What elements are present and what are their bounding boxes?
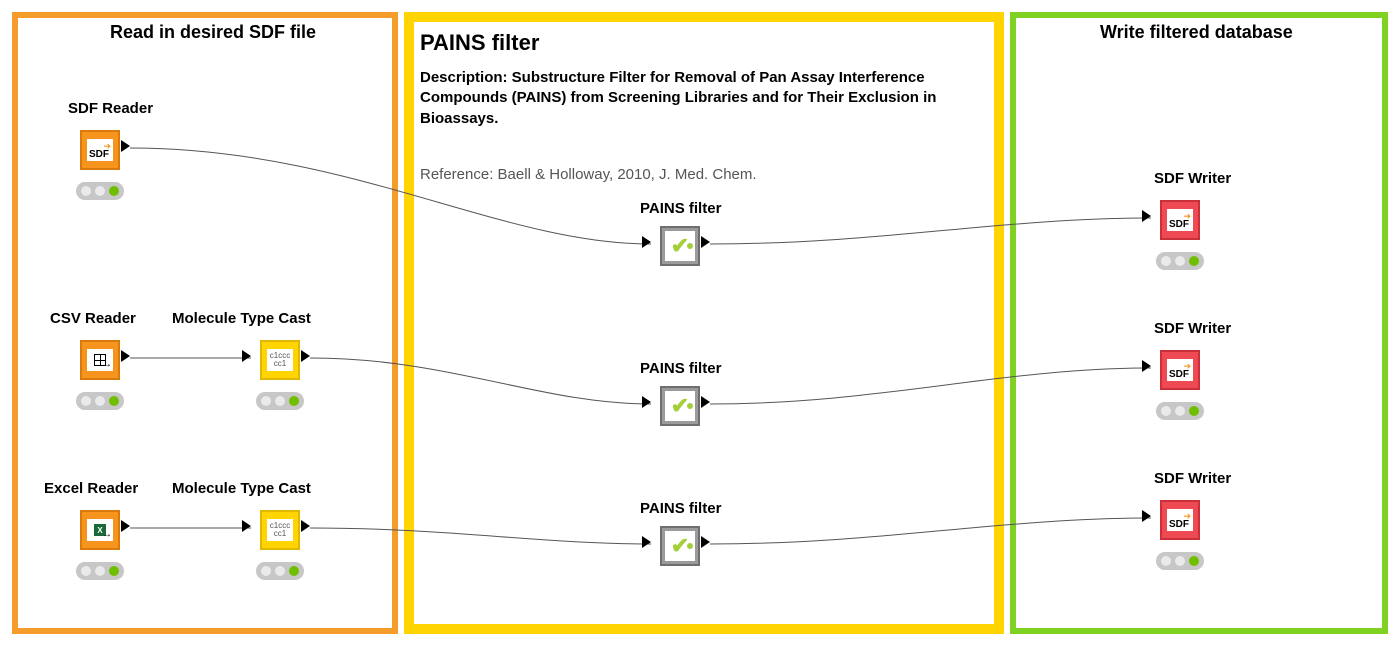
node-pains3[interactable]: ✔ <box>660 526 700 566</box>
node-sdfw1[interactable]: ➔SDF <box>1160 200 1200 240</box>
port-in-molcast1[interactable] <box>242 350 251 362</box>
node-label-pains3: PAINS filter <box>640 500 721 517</box>
node-excel_reader[interactable]: X→ <box>80 510 120 550</box>
port-in-sdfw2[interactable] <box>1142 360 1151 372</box>
panel-center-description: Description: Substructure Filter for Rem… <box>420 68 980 129</box>
status-molcast1 <box>256 392 304 410</box>
status-sdfw2 <box>1156 402 1204 420</box>
node-molcast1[interactable]: c1ccccc1 <box>260 340 300 380</box>
node-label-sdfw2: SDF Writer <box>1154 320 1231 337</box>
port-out-excel_reader[interactable] <box>121 520 130 532</box>
port-out-pains2[interactable] <box>701 396 710 408</box>
node-label-excel_reader: Excel Reader <box>44 480 138 497</box>
node-sdfw3[interactable]: ➔SDF <box>1160 500 1200 540</box>
port-in-sdfw3[interactable] <box>1142 510 1151 522</box>
status-csv_reader <box>76 392 124 410</box>
port-in-sdfw1[interactable] <box>1142 210 1151 222</box>
node-csv_reader[interactable]: → <box>80 340 120 380</box>
status-sdf_reader <box>76 182 124 200</box>
node-molcast2[interactable]: c1ccccc1 <box>260 510 300 550</box>
port-in-pains2[interactable] <box>642 396 651 408</box>
node-pains2[interactable]: ✔ <box>660 386 700 426</box>
panel-center-reference: Reference: Baell & Holloway, 2010, J. Me… <box>420 166 757 183</box>
node-label-sdfw1: SDF Writer <box>1154 170 1231 187</box>
port-out-pains1[interactable] <box>701 236 710 248</box>
port-out-molcast1[interactable] <box>301 350 310 362</box>
status-molcast2 <box>256 562 304 580</box>
port-in-pains3[interactable] <box>642 536 651 548</box>
status-excel_reader <box>76 562 124 580</box>
node-label-pains1: PAINS filter <box>640 200 721 217</box>
port-in-pains1[interactable] <box>642 236 651 248</box>
panel-right-title: Write filtered database <box>1100 22 1293 43</box>
port-out-pains3[interactable] <box>701 536 710 548</box>
node-label-pains2: PAINS filter <box>640 360 721 377</box>
node-sdfw2[interactable]: ➔SDF <box>1160 350 1200 390</box>
node-label-sdfw3: SDF Writer <box>1154 470 1231 487</box>
node-pains1[interactable]: ✔ <box>660 226 700 266</box>
status-sdfw3 <box>1156 552 1204 570</box>
port-out-csv_reader[interactable] <box>121 350 130 362</box>
workflow-canvas: Read in desired SDF file PAINS filter Wr… <box>0 0 1400 647</box>
port-out-molcast2[interactable] <box>301 520 310 532</box>
port-in-molcast2[interactable] <box>242 520 251 532</box>
panel-center-title: PAINS filter <box>420 30 539 56</box>
node-sdf_reader[interactable]: ➔SDF <box>80 130 120 170</box>
port-out-sdf_reader[interactable] <box>121 140 130 152</box>
panel-left-title: Read in desired SDF file <box>110 22 316 43</box>
node-label-sdf_reader: SDF Reader <box>68 100 153 117</box>
node-label-molcast2: Molecule Type Cast <box>172 480 311 497</box>
node-label-csv_reader: CSV Reader <box>50 310 136 327</box>
node-label-molcast1: Molecule Type Cast <box>172 310 311 327</box>
status-sdfw1 <box>1156 252 1204 270</box>
